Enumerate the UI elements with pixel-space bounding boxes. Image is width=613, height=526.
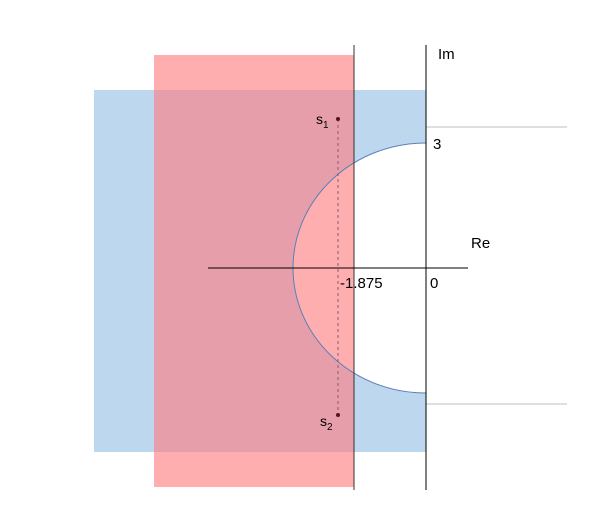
- pole-s2-label: s2: [320, 413, 333, 433]
- red-region: [154, 55, 354, 487]
- pole-s1-base: s: [316, 111, 323, 127]
- pole-s2-sub: 2: [327, 422, 333, 433]
- real-axis-label: Re: [471, 235, 490, 252]
- pole-s1-sub: 1: [323, 120, 329, 131]
- pole-s2-base: s: [320, 413, 327, 429]
- value-neg-label: -1.875: [340, 275, 383, 292]
- pole-s1-label: s1: [316, 111, 329, 131]
- value-0-label: 0: [430, 275, 438, 292]
- value-3-label: 3: [433, 136, 441, 153]
- imag-axis-label: Im: [438, 46, 455, 63]
- pole-s1-marker: [336, 117, 340, 121]
- pole-s2-marker: [336, 413, 340, 417]
